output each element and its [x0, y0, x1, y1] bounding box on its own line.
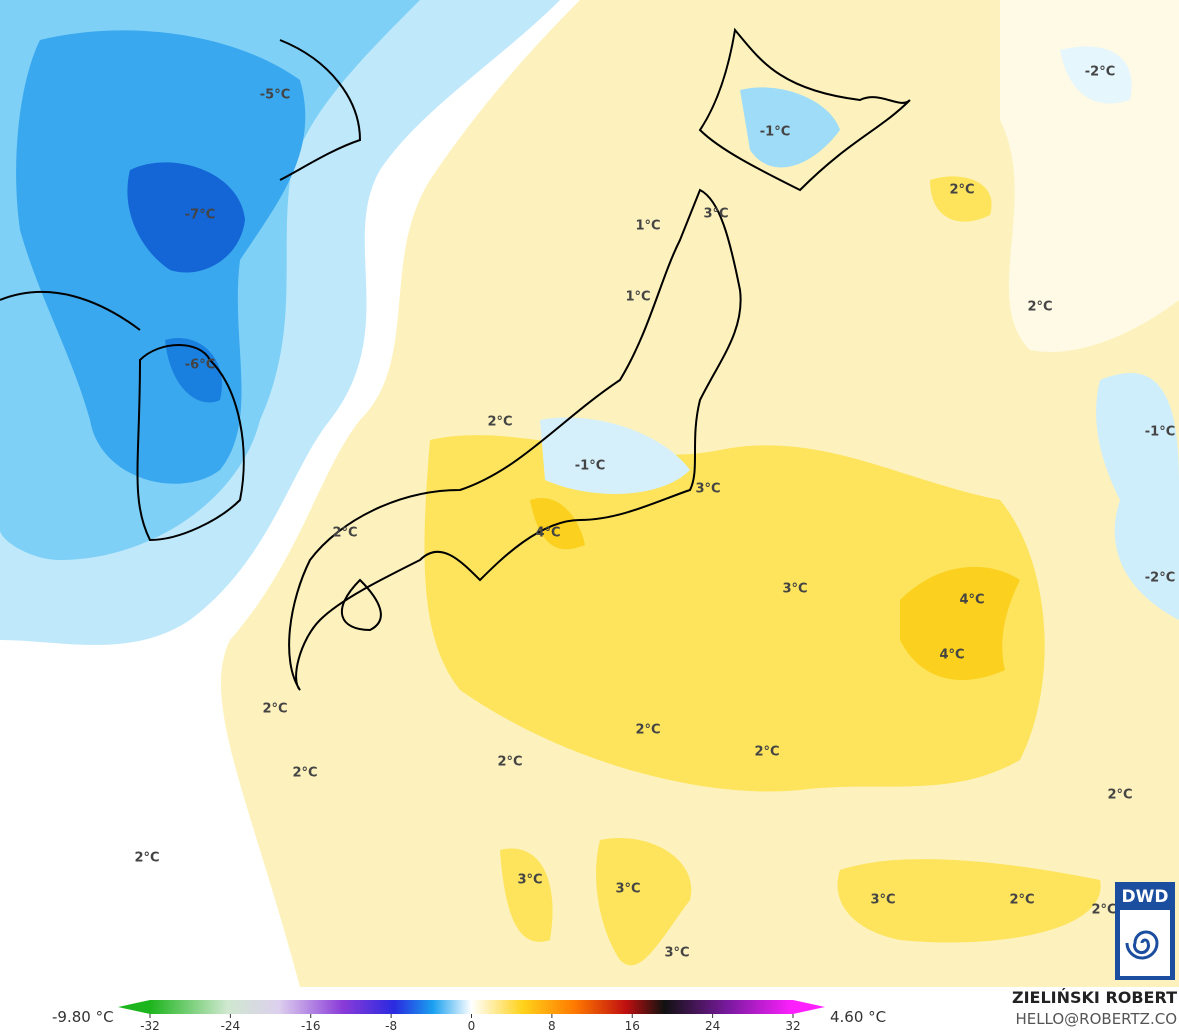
author: ZIELIŃSKI ROBERT: [1012, 988, 1177, 1007]
colorbar-tick-label: 24: [705, 1019, 720, 1033]
colorbar-tick-label: 0: [468, 1019, 476, 1033]
contour-label: 2°C: [754, 745, 779, 760]
contour-labels: -5°C -1°C -2°C -7°C 1°C 3°C 2°C 1°C 2°C -6°C 2°C -1…: [134, 65, 1175, 961]
contour-label: 2°C: [487, 415, 512, 430]
logo: DWD: [1115, 882, 1175, 980]
contour-label: -1°C: [760, 125, 790, 140]
contour-label: -7°C: [185, 208, 215, 223]
contour-label: 2°C: [1091, 903, 1116, 918]
contour-label: 1°C: [635, 219, 660, 234]
contour-label: 2°C: [134, 851, 159, 866]
colorbar-max-arrow: [793, 1000, 825, 1014]
contour-label: 2°C: [1009, 893, 1034, 908]
contour-label: -5°C: [260, 88, 290, 103]
colorbar-scale: [150, 1000, 793, 1014]
contour-label: 3°C: [782, 582, 807, 597]
max-value: 4.60 °C: [830, 1008, 886, 1026]
coastlines: [0, 27, 911, 691]
colorbar-tick-label: -16: [301, 1019, 321, 1033]
colorbar-tick-label: 8: [548, 1019, 556, 1033]
email: HELLO@ROBERTZ.CO: [1015, 1010, 1177, 1028]
contour-label: 3°C: [703, 207, 728, 222]
contour-label: -1°C: [1145, 425, 1175, 440]
contour-label: 2°C: [292, 766, 317, 781]
contour-label: 3°C: [517, 873, 542, 888]
contour-label: -6°C: [185, 358, 215, 373]
colorbar-ticks: -32 -24 -16 -8 0 8 16 24 32: [140, 1014, 801, 1033]
contour-label: 4°C: [939, 648, 964, 663]
colorbar-tick-label: -32: [140, 1019, 160, 1033]
contour-label: 1°C: [625, 290, 650, 305]
colorbar-min-arrow: [118, 1000, 150, 1014]
colorbar: -9.80 °C 4.60 °C -32 -24 -16 -8 0 8 16 24 32: [52, 1000, 886, 1033]
contour-label: 2°C: [949, 183, 974, 198]
contour-label: 3°C: [615, 882, 640, 897]
colorbar-tick-label: 16: [625, 1019, 640, 1033]
contour-label: -2°C: [1145, 571, 1175, 586]
logo-swirl: [1125, 930, 1159, 960]
min-value: -9.80 °C: [52, 1008, 114, 1026]
contour-label: 3°C: [695, 482, 720, 497]
contour-label: 2°C: [1107, 788, 1132, 803]
contour-label: 2°C: [497, 755, 522, 770]
contour-label: -2°C: [1085, 65, 1115, 80]
contour-label: 2°C: [1027, 300, 1052, 315]
colorbar-tick-label: -24: [221, 1019, 241, 1033]
map-background: [0, 0, 1179, 987]
contour-label: 4°C: [959, 593, 984, 608]
contour-label: 4°C: [535, 526, 560, 541]
colorbar-tick-label: -8: [385, 1019, 397, 1033]
contour-label: 2°C: [635, 723, 660, 738]
contour-label: 3°C: [664, 946, 689, 961]
colorbar-tick-label: 32: [785, 1019, 800, 1033]
contour-label: 2°C: [262, 702, 287, 717]
logo-text: DWD: [1122, 887, 1169, 907]
contour-label: 2°C: [332, 526, 357, 541]
contour-label: -1°C: [575, 459, 605, 474]
contour-label: 3°C: [870, 893, 895, 908]
